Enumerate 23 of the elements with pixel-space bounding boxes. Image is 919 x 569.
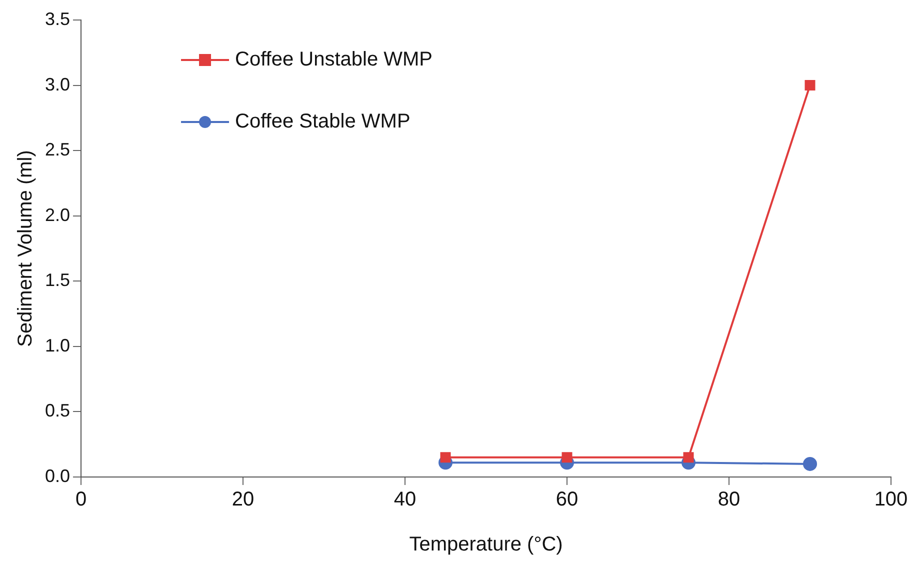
x-tick-label: 40 [394, 488, 416, 511]
point [683, 452, 694, 463]
point [440, 452, 451, 463]
point [804, 80, 816, 91]
y-tick-label: 3.5 [44, 8, 70, 29]
y-tick-label: 2.5 [44, 140, 70, 160]
y-tick-label: 0.0 [44, 466, 70, 486]
x-tick-label: 0 [75, 488, 87, 511]
point [803, 456, 817, 471]
y-tick-label: 1.0 [44, 335, 70, 356]
y-tick-label: 0.5 [44, 400, 70, 421]
y-axis-title: Sediment Volume (ml) [14, 150, 37, 347]
y-tick-label: 2.0 [44, 204, 70, 225]
x-tick-label: 20 [232, 488, 254, 511]
x-axis-title: Temperature (°C) [409, 534, 563, 556]
legend-label: Coffee Stable WMP [235, 110, 410, 133]
legend-label: Coffee Unstable WMP [235, 48, 433, 71]
y-tick-label: 1.5 [44, 270, 70, 290]
x-tick-label: 100 [874, 488, 908, 511]
x-tick-label: 80 [718, 488, 740, 511]
point [562, 452, 572, 463]
x-tick-label: 60 [556, 488, 578, 511]
y-tick-label: 3.0 [44, 74, 70, 94]
